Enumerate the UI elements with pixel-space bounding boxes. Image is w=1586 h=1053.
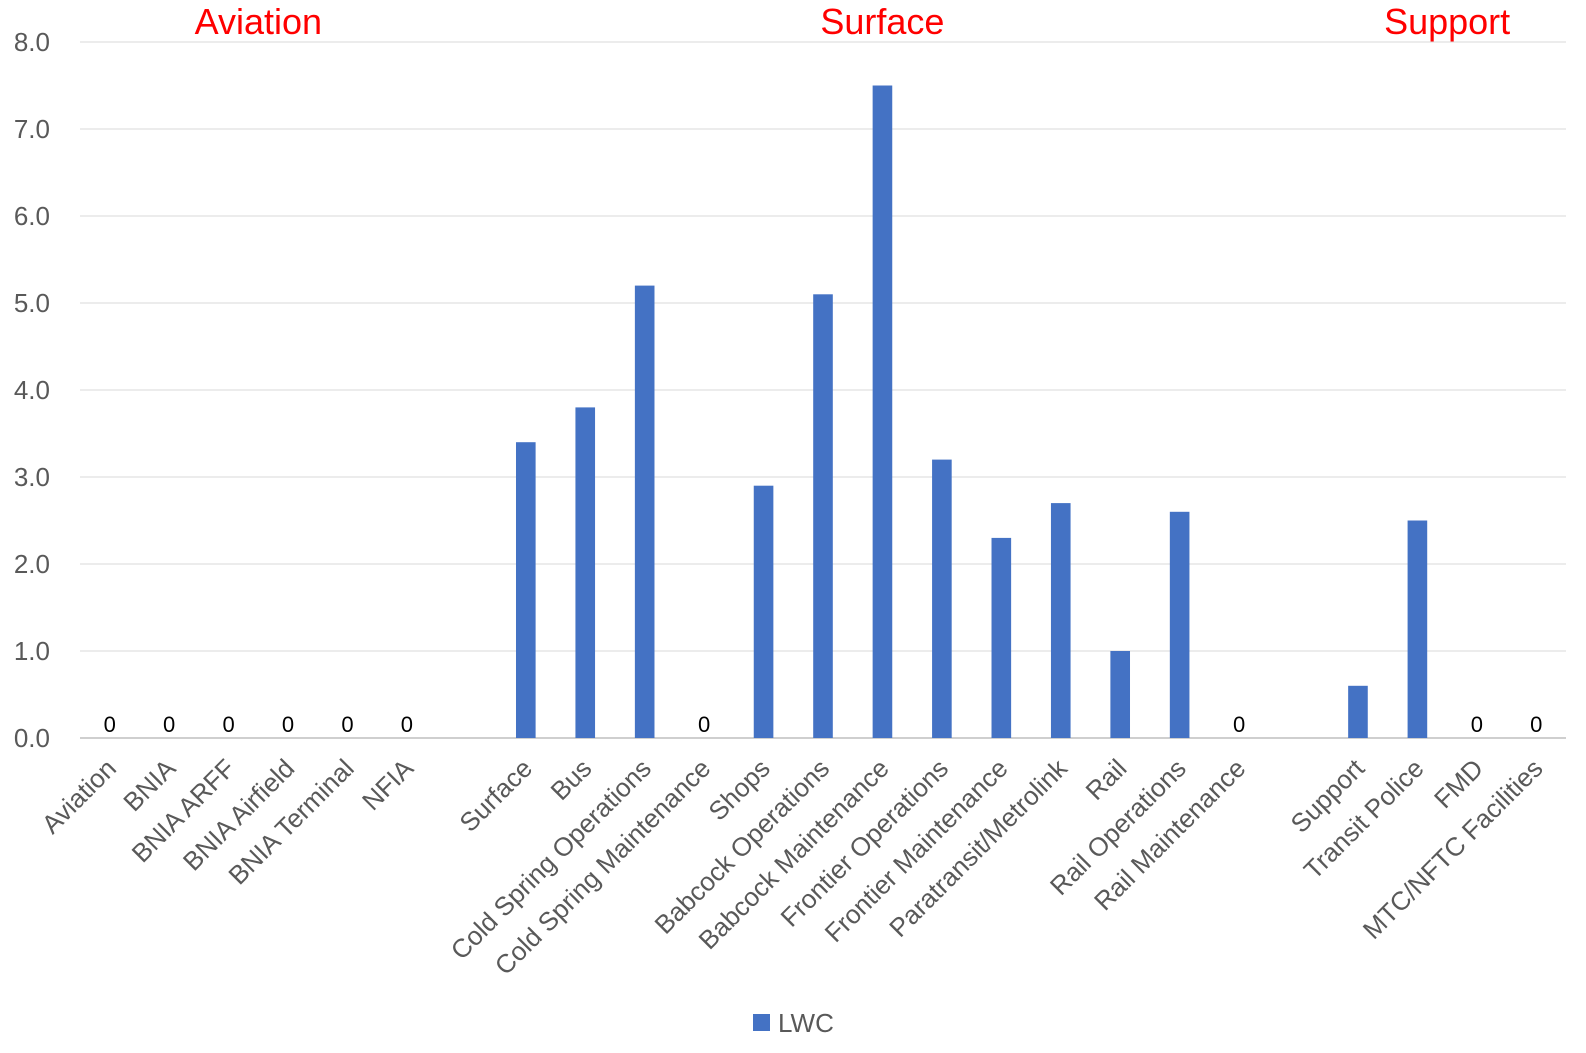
y-tick-label: 2.0 <box>14 549 50 579</box>
data-labels: 0 0 0 0 0 0 0 0 0 0 <box>104 712 1543 737</box>
data-label: 0 <box>698 712 710 737</box>
data-label: 0 <box>104 712 116 737</box>
data-label: 0 <box>1471 712 1483 737</box>
bar <box>1110 651 1131 738</box>
bar <box>1407 520 1428 738</box>
data-label: 0 <box>1233 712 1245 737</box>
y-tick-label: 8.0 <box>14 27 50 57</box>
y-tick-label: 7.0 <box>14 114 50 144</box>
x-tick-label: Aviation <box>36 753 122 839</box>
legend-label: LWC <box>778 1008 834 1038</box>
group-labels: Aviation Surface Support <box>195 1 1511 42</box>
data-label: 0 <box>1530 712 1542 737</box>
y-tick-label: 3.0 <box>14 462 50 492</box>
bar <box>1050 503 1071 738</box>
y-tick-label: 4.0 <box>14 375 50 405</box>
bar <box>634 285 655 738</box>
data-label: 0 <box>163 712 175 737</box>
data-label: 0 <box>341 712 353 737</box>
legend: LWC <box>753 1008 834 1038</box>
bar <box>991 537 1012 738</box>
y-tick-label: 1.0 <box>14 636 50 666</box>
y-tick-label: 0.0 <box>14 723 50 753</box>
bar <box>515 442 536 738</box>
bar <box>872 85 893 738</box>
legend-swatch <box>753 1014 770 1031</box>
y-axis-ticks: 0.0 1.0 2.0 3.0 4.0 5.0 6.0 7.0 8.0 <box>14 27 50 753</box>
bar <box>1348 685 1368 738</box>
bar <box>932 459 952 738</box>
data-label: 0 <box>282 712 294 737</box>
bar <box>813 294 833 738</box>
y-tick-label: 5.0 <box>14 288 50 318</box>
group-label: Support <box>1384 1 1510 42</box>
data-label: 0 <box>222 712 234 737</box>
bar <box>575 407 596 738</box>
bar <box>1169 511 1190 738</box>
data-label: 0 <box>401 712 413 737</box>
x-tick-label: NFIA <box>356 753 420 817</box>
bar <box>753 485 774 738</box>
bars <box>515 85 1428 738</box>
group-label: Surface <box>820 1 944 42</box>
y-tick-label: 6.0 <box>14 201 50 231</box>
group-label: Aviation <box>195 1 322 42</box>
x-tick-label: Surface <box>453 753 538 838</box>
